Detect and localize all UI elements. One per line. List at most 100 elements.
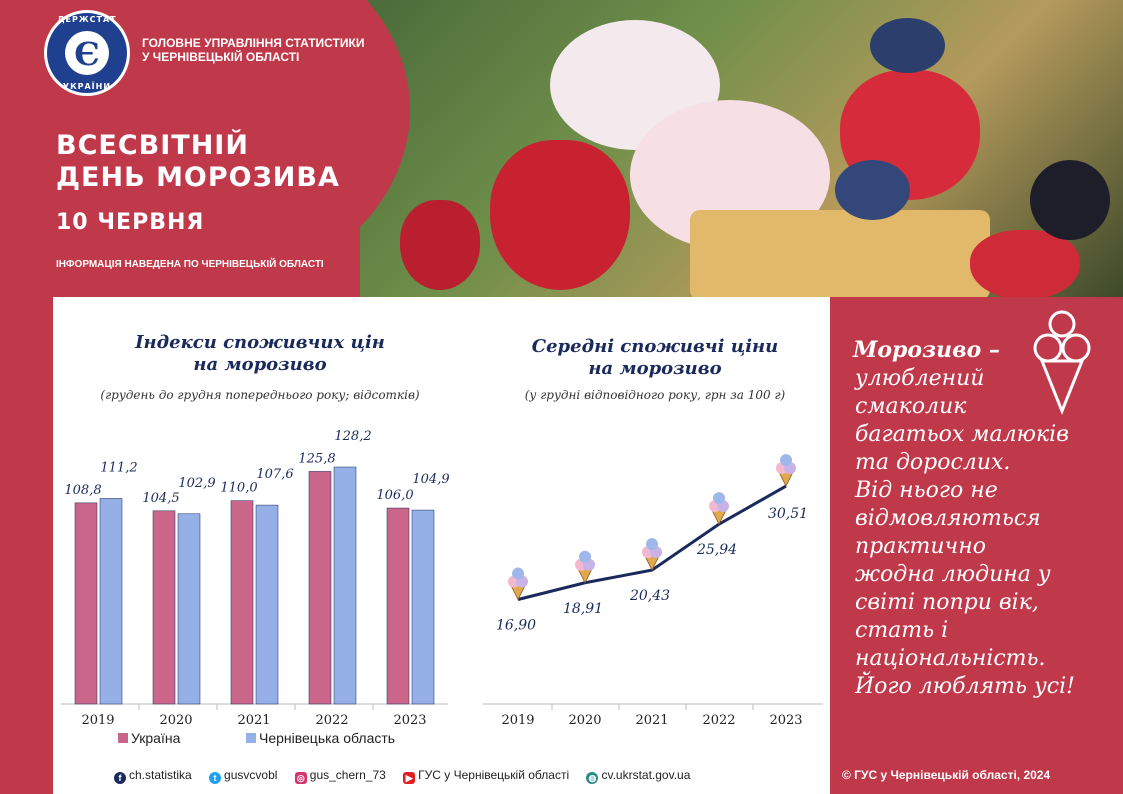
org-line-2: У ЧЕРНІВЕЦЬКІЙ ОБЛАСТІ <box>142 50 300 64</box>
x-tick-label: 2022 <box>702 713 735 728</box>
bar-value-label: 111,2 <box>100 460 137 475</box>
x-tick-label: 2020 <box>159 713 192 728</box>
page-title: ВСЕСВІТНІЙ ДЕНЬ МОРОЗИВА <box>56 130 340 194</box>
instagram-link[interactable]: ◎ gus_chern_73 <box>294 768 386 784</box>
strawberry <box>970 230 1080 297</box>
cone-marker <box>778 471 794 487</box>
bar-value-label: 106,0 <box>376 488 413 503</box>
cpi-chart-subtitle: (грудень до грудня попереднього року; ві… <box>100 388 420 402</box>
quote-line: практично <box>855 534 986 559</box>
event-date: 10 ЧЕРВНЯ <box>56 210 205 235</box>
x-tick-label: 2019 <box>81 713 114 728</box>
bar-region <box>411 509 435 705</box>
title-line-2: ДЕНЬ МОРОЗИВА <box>56 162 340 193</box>
price-value-label: 18,91 <box>563 601 603 617</box>
youtube-icon: ▶ <box>403 772 416 784</box>
blueberry <box>835 160 910 220</box>
youtube-label: ГУС у Чернівецькій області <box>418 768 570 782</box>
social-footer: f ch.statistika t gusvcvobl ◎ gus_chern_73 … <box>114 768 704 784</box>
twitter-link[interactable]: t gusvcvobl <box>209 768 278 784</box>
price-title-line-2: на морозиво <box>588 358 722 379</box>
bar-ukraine <box>152 510 176 705</box>
x-tick-label: 2023 <box>769 713 802 728</box>
hero-banner: ДЕРЖСТАТ Є УКРАЇНИ ГОЛОВНЕ УПРАВЛІННЯ СТ… <box>0 0 1123 297</box>
title-line-1: ВСЕСВІТНІЙ <box>56 130 249 161</box>
legend-swatch-region <box>246 733 256 743</box>
ice-cream-cone-icon <box>1033 310 1091 416</box>
twitter-label: gusvcvobl <box>224 768 278 782</box>
copyright: © ГУС у Чернівецькій області, 2024 <box>842 768 1051 782</box>
bar-region <box>255 504 279 705</box>
blueberry <box>870 18 945 73</box>
quote-block: Морозиво – улюблений смаколик багатьох мал… <box>853 336 1113 701</box>
quote-line: Його люблять усі! <box>855 674 1075 699</box>
logo-ring-bottom: УКРАЇНИ <box>62 82 112 91</box>
bar-value-label: 125,8 <box>298 451 335 466</box>
x-tick-label: 2023 <box>393 713 426 728</box>
bar-value-label: 107,6 <box>256 467 293 482</box>
bar-region <box>99 498 123 705</box>
price-title-line-1: Середні споживчі ціни <box>531 336 779 357</box>
ice-cream-photo <box>360 0 1123 297</box>
price-value-label: 30,51 <box>768 506 808 522</box>
quote-line: улюблений <box>855 366 985 391</box>
legend-label-ukraine: Україна <box>131 730 181 746</box>
website-label: cv.ukrstat.gov.ua <box>601 768 691 782</box>
price-value-label: 20,43 <box>629 588 670 604</box>
logo-letter: Є <box>74 35 100 73</box>
globe-icon: ◍ <box>586 772 599 784</box>
cpi-title-line-1: Індекси споживчих цін <box>135 332 385 353</box>
bar-region <box>333 466 357 705</box>
legend-ukraine: Україна <box>118 730 180 746</box>
bar-value-label: 108,8 <box>64 483 101 498</box>
bar-ukraine <box>308 471 332 705</box>
bar-value-label: 110,0 <box>220 481 257 496</box>
quote-body: улюблений смаколик багатьох малюків та доро… <box>853 365 1113 701</box>
facebook-label: ch.statistika <box>129 768 192 782</box>
scoop-marker <box>713 492 725 505</box>
waffle-cone <box>690 210 990 297</box>
x-tick-label: 2021 <box>237 713 270 728</box>
website-link[interactable]: ◍ cv.ukrstat.gov.ua <box>586 768 691 784</box>
price-value-label: 16,90 <box>496 618 536 634</box>
quote-line: багатьох малюків <box>855 422 1069 447</box>
bar-ukraine <box>74 502 98 705</box>
x-tick-label: 2019 <box>501 713 534 728</box>
quote-line: та дорослих. <box>855 450 1011 475</box>
price-chart-subtitle: (у грудні відповідного року, грн за 100 … <box>524 388 786 402</box>
quote-line: жодна людина у <box>855 562 1051 587</box>
price-line-chart: 16,90 2019 18,91 2020 20,43 2021 25,94 2022 30,5… <box>483 454 823 728</box>
legend-region: Чернівецька область <box>246 730 395 746</box>
strawberry <box>490 140 630 290</box>
quote-line: світі попри вік, <box>855 590 1039 615</box>
facebook-icon: f <box>114 772 126 784</box>
derzhstat-logo: ДЕРЖСТАТ Є УКРАЇНИ <box>44 10 130 96</box>
scoop-marker <box>512 567 524 580</box>
youtube-link[interactable]: ▶ ГУС у Чернівецькій області <box>403 768 570 784</box>
scoop-marker <box>780 454 792 467</box>
scoop-marker <box>579 550 591 563</box>
quote-line: національність. <box>855 646 1046 671</box>
strawberry <box>400 200 480 290</box>
logo-ring-top: ДЕРЖСТАТ <box>57 15 117 24</box>
twitter-icon: t <box>209 772 222 784</box>
cpi-title-line-2: на морозиво <box>193 354 327 375</box>
org-line-1: ГОЛОВНЕ УПРАВЛІННЯ СТАТИСТИКИ <box>142 36 365 50</box>
bar-ukraine <box>386 507 410 705</box>
instagram-icon: ◎ <box>294 772 307 784</box>
scoop-marker <box>646 538 658 551</box>
blackberry <box>1030 160 1110 240</box>
price-chart-title: Середні споживчі ціни на морозиво <box>475 336 835 380</box>
organization-name: ГОЛОВНЕ УПРАВЛІННЯ СТАТИСТИКИ У ЧЕРНІВЕЦ… <box>142 36 364 64</box>
bar-value-label: 102,9 <box>178 476 215 491</box>
bar-value-label: 104,9 <box>412 472 449 487</box>
quote-line: смаколик <box>855 394 967 419</box>
quote-line: стать і <box>855 618 949 643</box>
x-tick-label: 2022 <box>315 713 348 728</box>
quote-line: Від нього не <box>855 478 998 503</box>
bar-ukraine <box>230 500 254 705</box>
quote-line: відмовляються <box>855 506 1041 531</box>
bar-region <box>177 513 201 705</box>
facebook-link[interactable]: f ch.statistika <box>114 768 192 784</box>
